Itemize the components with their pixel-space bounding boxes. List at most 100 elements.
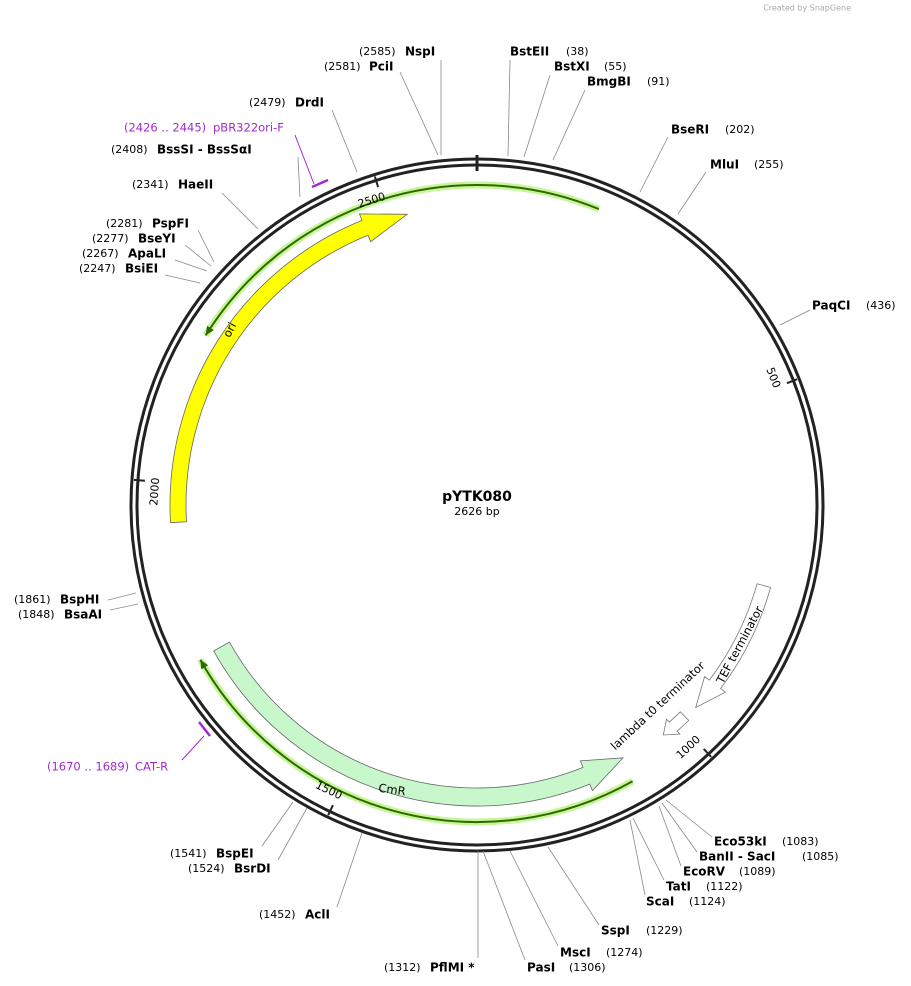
enzyme-leader (107, 592, 137, 601)
enzyme-name: BssSI - BssSαI (157, 143, 252, 157)
enzyme-name: BspEI (216, 847, 254, 861)
enzyme-name: BmgBI (587, 75, 631, 89)
enzyme-leader (665, 799, 713, 838)
enzyme-name: BstEII (510, 45, 549, 59)
enzyme-position: (1541) (170, 847, 207, 860)
enzyme-leader (184, 244, 212, 267)
enzyme-name: PflMI * (430, 961, 475, 975)
enzyme-leader (297, 156, 301, 198)
lambda-terminator-feature (662, 711, 690, 736)
enzyme-name: BsaAI (64, 608, 102, 622)
feature-label: ori (220, 320, 239, 340)
enzyme-leader (399, 71, 439, 156)
enzyme-position: (1861) (14, 593, 51, 606)
enzyme-position: (2581) (324, 60, 361, 73)
enzyme-position: (55) (604, 60, 627, 73)
enzyme-leader (261, 801, 294, 847)
enzyme-position: (2585) (359, 45, 396, 58)
primer-range: (1670 .. 1689) (47, 760, 129, 774)
enzyme-position: (1452) (259, 908, 296, 921)
plasmid-name: pYTK080 (442, 489, 512, 505)
enzyme-leader (277, 807, 308, 861)
enzyme-position: (255) (754, 158, 784, 171)
enzyme-leader (109, 603, 139, 611)
enzyme-position: (2267) (82, 247, 119, 260)
enzyme-name: BanII - SacI (699, 850, 775, 864)
primer-range: (2426 .. 2445) (124, 121, 206, 135)
enzyme-leader (552, 89, 586, 161)
enzyme-leader (661, 802, 698, 853)
enzyme-position: (38) (566, 45, 589, 58)
enzyme-position: (2281) (106, 217, 143, 230)
enzyme-leader (507, 59, 511, 157)
enzyme-position: (1122) (706, 880, 743, 893)
enzyme-position: (2277) (92, 232, 129, 245)
enzyme-position: (91) (647, 75, 670, 88)
enzyme-name: NspI (405, 45, 435, 59)
enzyme-leader (336, 832, 363, 908)
primer-name: CAT-R (135, 760, 168, 774)
enzyme-leader (482, 850, 526, 961)
enzyme-position: (1848) (18, 608, 55, 621)
primer-site (198, 721, 211, 737)
enzyme-position: (2479) (249, 96, 286, 109)
feature-glow (202, 181, 601, 338)
enzyme-name: ScaI (646, 895, 674, 909)
enzyme-leader (639, 136, 669, 193)
tick-mark (702, 748, 712, 758)
enzyme-position: (1124) (689, 895, 726, 908)
enzyme-leader (629, 819, 646, 896)
enzyme-name: Eco53kI (714, 835, 767, 849)
enzyme-name: SspI (601, 924, 630, 938)
feature-label: CmR (378, 781, 407, 799)
enzyme-position: (2408) (111, 143, 148, 156)
tick-mark (373, 176, 380, 188)
enzyme-position: (1524) (188, 862, 225, 875)
enzyme-name: MscI (560, 946, 591, 960)
enzyme-leader (779, 309, 811, 326)
plasmid-size: 2626 bp (454, 505, 499, 518)
enzyme-name: HaeII (178, 178, 213, 192)
feature-arrowhead (200, 659, 209, 670)
enzyme-name: PciI (369, 60, 394, 74)
ori-feature (169, 213, 409, 524)
credit: Created by SnapGene (763, 4, 851, 13)
feature-label: TEF terminator (713, 603, 766, 686)
enzyme-name: PasI (527, 961, 555, 975)
enzyme-leader (164, 274, 201, 284)
enzyme-name: ApaLI (128, 247, 166, 261)
enzyme-leader (197, 229, 215, 263)
enzyme-position: (436) (866, 299, 896, 312)
enzyme-position: (1085) (802, 850, 839, 863)
enzyme-position: (2247) (79, 262, 116, 275)
enzyme-position: (2341) (132, 178, 169, 191)
tick-mark (786, 378, 798, 385)
enzyme-leader (331, 109, 358, 173)
enzyme-position: (1089) (739, 865, 776, 878)
enzyme-name: BstXI (554, 60, 590, 74)
enzyme-name: BseYI (138, 232, 176, 246)
enzyme-leader (547, 846, 600, 926)
enzyme-name: BseRI (671, 123, 709, 137)
enzyme-name: BspHI (60, 593, 99, 607)
enzyme-position: (1083) (782, 835, 819, 848)
enzyme-name: TatI (666, 880, 691, 894)
enzyme-leader (509, 850, 559, 947)
tef-terminator-feature (695, 583, 772, 709)
enzyme-leader (677, 171, 707, 215)
enzyme-name: BsrDI (234, 862, 271, 876)
enzyme-name: EcoRV (683, 865, 726, 879)
feature-arrowhead (205, 325, 214, 336)
enzyme-name: MluI (710, 158, 739, 172)
enzyme-name: PaqCI (812, 299, 850, 313)
feature-line (199, 659, 634, 824)
feature-line (204, 184, 600, 336)
enzyme-position: (202) (725, 123, 755, 136)
tick-label: 2500 (356, 190, 387, 211)
tick-mark (133, 478, 145, 482)
enzyme-leader (523, 74, 551, 158)
enzyme-name: PspFI (152, 217, 189, 231)
tick-mark (327, 804, 334, 816)
tick-label: 2000 (147, 477, 162, 506)
